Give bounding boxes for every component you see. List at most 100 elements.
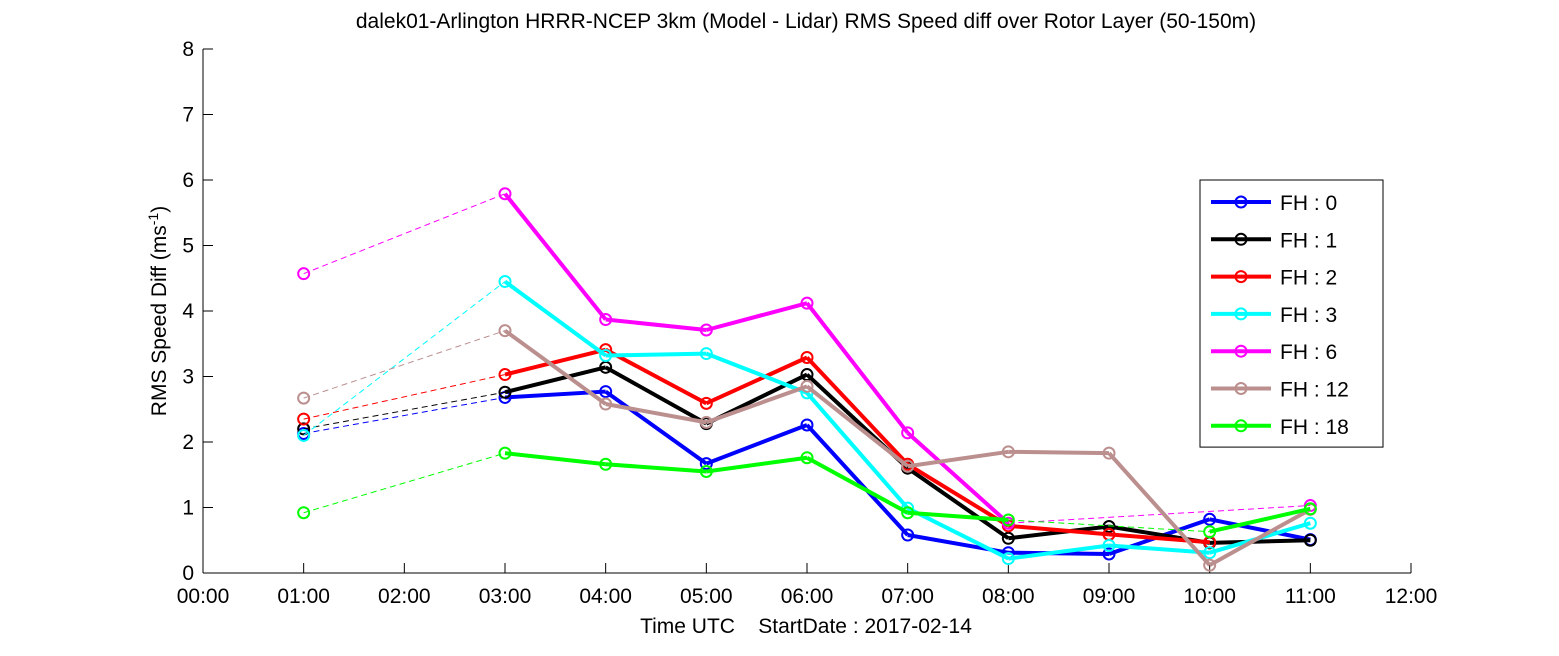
legend-item: FH : 12 xyxy=(1211,379,1349,402)
data-point xyxy=(297,506,311,520)
legend-label: FH : 12 xyxy=(1280,379,1349,402)
series-segment xyxy=(705,351,808,395)
x-tick-label: 04:00 xyxy=(579,585,632,608)
legend-marker xyxy=(1234,344,1248,358)
x-axis-label: Time UTC StartDate : 2017-02-14 xyxy=(640,615,972,638)
series-segment xyxy=(1209,506,1311,534)
series-segment xyxy=(605,402,707,425)
x-axis: 00:00 01:00 02:00 03:00 04:00 05:00 06:00 07:00… xyxy=(177,563,1438,608)
series-segment xyxy=(907,510,1009,522)
series-segment xyxy=(605,462,707,474)
data-point xyxy=(699,457,713,471)
data-point xyxy=(699,396,713,410)
y-tick-label: 8 xyxy=(182,38,194,61)
x-tick-label: 02:00 xyxy=(378,585,431,608)
data-point xyxy=(498,187,512,201)
series-segment xyxy=(906,462,1010,528)
series-segment xyxy=(705,301,808,332)
data-point xyxy=(297,428,311,442)
data-point xyxy=(599,397,613,411)
series-gap-segment xyxy=(303,374,506,420)
data-point xyxy=(1001,531,1015,545)
y-axis-label-close: ) xyxy=(148,206,171,213)
x-tick-label: 05:00 xyxy=(680,585,733,608)
series-segment xyxy=(605,317,707,332)
series-segment xyxy=(906,506,1010,561)
data-point xyxy=(901,506,915,520)
data-point xyxy=(599,457,613,471)
data-point xyxy=(800,379,814,393)
data-point xyxy=(1001,513,1015,527)
y-tick-label: 0 xyxy=(182,562,194,585)
data-point xyxy=(297,391,311,405)
data-point xyxy=(1102,547,1116,561)
series-segment xyxy=(604,389,708,466)
x-tick-label: 06:00 xyxy=(781,585,834,608)
series-segment xyxy=(806,455,909,515)
series-segment xyxy=(906,431,1010,525)
legend-item: FH : 2 xyxy=(1211,267,1337,290)
data-point xyxy=(800,418,814,432)
series-segment xyxy=(1209,517,1311,542)
x-tick-label: 11:00 xyxy=(1285,585,1336,608)
series-6 xyxy=(297,446,1317,539)
legend-label: FH : 18 xyxy=(1280,416,1349,439)
y-tick-label: 2 xyxy=(182,431,194,454)
data-point xyxy=(498,368,512,382)
data-point xyxy=(1203,558,1217,572)
y-tick-label: 7 xyxy=(182,104,194,127)
data-point xyxy=(1102,446,1116,460)
legend-label: FH : 0 xyxy=(1280,192,1337,215)
legend-item: FH : 6 xyxy=(1211,341,1337,364)
data-point xyxy=(1203,546,1217,560)
data-point xyxy=(1303,533,1317,547)
series-segment xyxy=(907,449,1009,469)
x-tick-label: 03:00 xyxy=(479,585,532,608)
series-segment xyxy=(705,423,808,466)
data-point xyxy=(800,451,814,465)
x-tick-label: 08:00 xyxy=(982,585,1035,608)
legend-marker xyxy=(1234,232,1248,246)
data-point xyxy=(1001,445,1015,459)
series-segment xyxy=(1208,507,1312,567)
data-point xyxy=(1001,552,1015,566)
chart-title: dalek01-Arlington HRRR-NCEP 3km (Model -… xyxy=(356,10,1256,33)
series-segment xyxy=(604,347,708,406)
x-tick-label: 12:00 xyxy=(1385,585,1438,608)
series-gap-segment xyxy=(303,391,506,430)
data-point xyxy=(699,323,713,337)
legend-marker xyxy=(1234,307,1248,321)
y-tick-label: 6 xyxy=(182,169,194,192)
series-segment xyxy=(503,329,607,406)
y-tick-label: 5 xyxy=(182,235,194,258)
data-point xyxy=(297,267,311,281)
series-1 xyxy=(297,360,1317,550)
series-segment xyxy=(705,384,808,425)
series-segment xyxy=(1108,532,1210,545)
series-segment xyxy=(705,355,808,406)
y-axis-label-main: RMS Speed Diff (ms xyxy=(148,225,171,416)
legend-item: FH : 18 xyxy=(1211,416,1349,439)
series-gap-segment xyxy=(303,452,506,514)
y-tick-label: 4 xyxy=(182,300,194,323)
series-segment xyxy=(906,466,1010,540)
x-tick-label: 07:00 xyxy=(881,585,934,608)
series-5 xyxy=(297,324,1317,572)
data-point xyxy=(599,349,613,363)
series-segment xyxy=(1209,538,1311,545)
series-gap-segment xyxy=(1008,505,1311,524)
data-point xyxy=(599,313,613,327)
series-segment xyxy=(604,365,708,426)
series-segment xyxy=(1008,523,1110,537)
data-point xyxy=(800,296,814,310)
data-point xyxy=(901,459,915,473)
data-point xyxy=(901,426,915,440)
legend-marker xyxy=(1234,419,1248,433)
series-segment xyxy=(504,365,607,395)
data-point xyxy=(297,412,311,426)
x-tick-label: 09:00 xyxy=(1083,585,1136,608)
series-segment xyxy=(805,423,910,537)
x-tick-label: 00:00 xyxy=(177,585,230,608)
legend-item: FH : 3 xyxy=(1211,304,1337,327)
